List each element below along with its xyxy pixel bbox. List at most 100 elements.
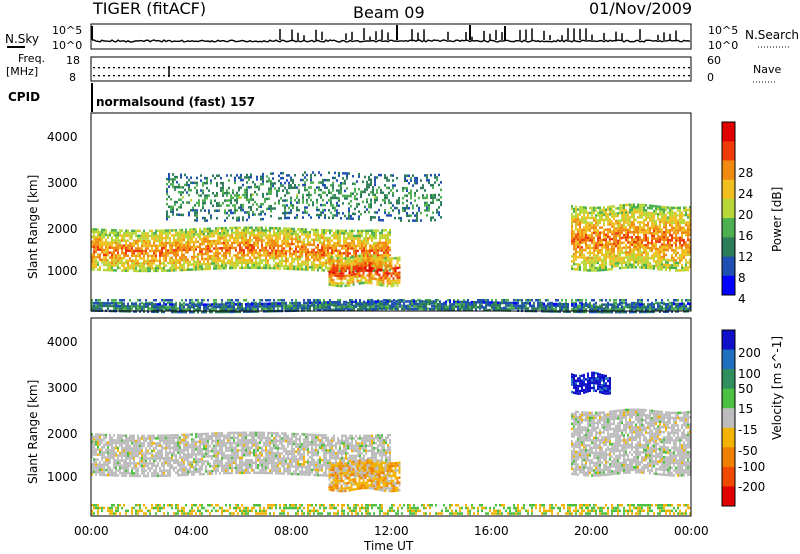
heatmap-cell [629,208,631,212]
heatmap-cell [324,216,326,219]
heatmap-cell [339,264,341,268]
heatmap-cell [422,184,424,187]
heatmap-cell [343,262,345,265]
heatmap-cell [219,259,221,263]
heatmap-cell [299,228,301,231]
heatmap-cell [315,231,317,234]
heatmap-cell [575,238,577,241]
heatmap-cell [241,249,243,252]
heatmap-cell [617,259,619,263]
heatmap-cell [149,239,151,243]
heatmap-cell [387,231,389,234]
heatmap-cell [635,266,637,269]
heatmap-cell [374,211,376,214]
heatmap-cell [575,215,577,219]
heatmap-cell [299,265,301,268]
heatmap-cell [283,247,285,250]
nave-dot [538,75,540,77]
heatmap-cell [259,251,261,255]
heatmap-cell [111,231,113,234]
heatmap-cell [244,211,246,214]
heatmap-cell [579,213,581,216]
heatmap-cell [228,186,230,190]
heatmap-cell [321,229,323,232]
heatmap-cell [631,258,633,261]
heatmap-cell [593,206,595,210]
heatmap-cell [406,187,408,190]
heatmap-cell [131,249,133,253]
heatmap-cell [157,244,159,248]
heatmap-cell [352,263,355,266]
heatmap-cell [647,299,649,302]
heatmap-cell [346,177,348,180]
heatmap-cell [237,254,239,257]
heatmap-cell [222,184,224,187]
heatmap-cell [336,282,339,285]
nave-dot [363,75,365,77]
heatmap-cell [151,262,153,265]
heatmap-cell [633,216,635,219]
heatmap-cell [603,243,605,247]
heatmap-cell [358,269,361,273]
heatmap-cell [131,232,133,235]
heatmap-cell [240,206,242,209]
heatmap-cell [404,207,406,210]
heatmap-cell [303,245,305,249]
heatmap-cell [319,249,321,252]
heatmap-cell [330,266,333,269]
heatmap-cell [257,256,259,260]
heatmap-cell [121,299,123,302]
heatmap-cell [241,259,243,262]
heatmap-cell [366,198,368,201]
heatmap-cell [173,261,175,265]
heatmap-cell [203,260,205,263]
heatmap-cell [165,234,167,237]
heatmap-cell [99,238,101,241]
heatmap-cell [237,244,239,247]
heatmap-cell [297,238,299,241]
heatmap-cell [147,247,149,250]
heatmap-cell [218,204,220,207]
nsearch-tick-high: 10^5 [708,24,738,37]
heatmap-cell [605,238,607,241]
heatmap-cell [378,208,380,212]
heatmap-cell [101,238,103,242]
freq-dot [403,67,405,69]
heatmap-cell [317,299,319,302]
heatmap-cell [365,244,367,248]
heatmap-cell [631,223,633,226]
heatmap-cell [281,239,283,243]
heatmap-cell [143,229,145,233]
heatmap-cell [261,249,263,252]
freq-dot [298,67,300,69]
heatmap-cell [109,266,111,269]
heatmap-cell [581,233,583,237]
heatmap-cell [599,269,601,272]
heatmap-cell [333,251,335,255]
heatmap-cell [392,267,395,270]
nave-dot [373,75,375,77]
heatmap-cell [253,241,255,244]
heatmap-cell [199,245,201,248]
heatmap-cell [406,174,408,177]
heatmap-cell [633,238,635,241]
heatmap-cell [239,301,241,305]
heatmap-cell [358,264,361,268]
heatmap-cell [339,229,341,233]
heatmap-cell [417,299,419,302]
heatmap-cell [575,255,577,259]
heatmap-cell [637,246,639,249]
heatmap-cell [621,204,623,207]
heatmap-cell [119,239,121,242]
freq-dot [328,67,330,69]
heatmap-cell [245,266,247,269]
heatmap-cell [168,195,170,198]
heatmap-cell [327,261,329,265]
heatmap-cell [356,280,359,283]
heatmap-cell [113,239,115,242]
heatmap-cell [248,206,250,209]
heatmap-cell [329,266,331,270]
heatmap-cell [153,262,155,265]
heatmap-cell [589,266,591,270]
freq-dot [343,67,345,69]
